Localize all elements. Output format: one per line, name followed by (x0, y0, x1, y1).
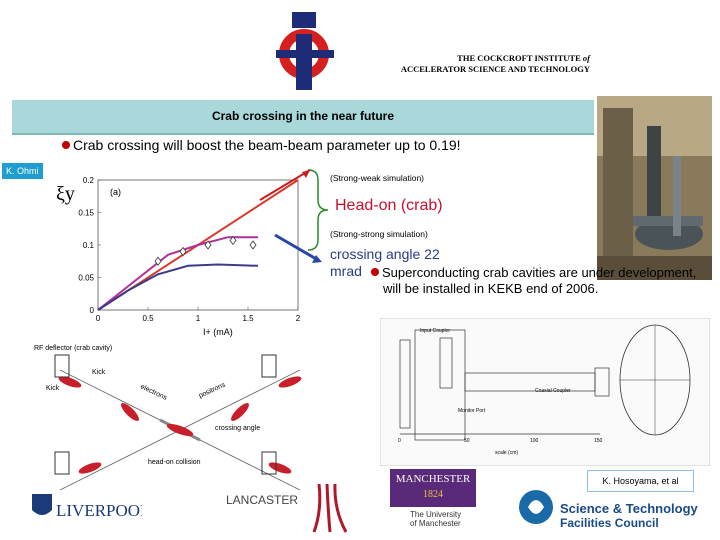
strong-strong-label: (Strong-strong simulation) (330, 229, 428, 239)
x-tick-label: 1 (196, 314, 201, 323)
lancaster-logo: LANCASTER (226, 483, 348, 533)
liverpool-text: LIVERPOOL (56, 501, 142, 520)
credit-box: K. Hosoyama, et al (587, 470, 694, 492)
strong-weak-label: (Strong-weak simulation) (330, 173, 425, 183)
manchester-year: 1824 (423, 489, 443, 500)
series-line-1 (97, 236, 258, 311)
stfc-logo-icon (519, 490, 553, 524)
headon-collision-label: head-on collision (148, 459, 201, 466)
x-tick-label: 0.5 (142, 314, 154, 323)
y-tick-label: 0.15 (78, 209, 94, 218)
x-axis-label: I+ (mA) (203, 327, 233, 337)
monitor-port-label: Monitor Port (458, 408, 486, 414)
electrons-label: electrons (139, 383, 168, 402)
bullet-boost: Crab crossing will boost the beam-beam p… (62, 137, 461, 153)
crab-crossing-diagram: RF deflector (crab cavity) Kick Kick ele… (34, 345, 302, 491)
bullet-superconducting: Superconducting crab cavities are under … (371, 265, 708, 297)
slide-title-bar: Crab crossing in the near future (12, 100, 594, 135)
kick-label-1: Kick (92, 369, 106, 376)
y-tick-label: 0.2 (83, 176, 95, 185)
data-marker (179, 246, 187, 257)
brace-bracket (307, 169, 329, 251)
scale-unit: scale (cm) (495, 450, 518, 456)
scale-tick-100: 100 (530, 438, 539, 444)
scale-tick-50: 50 (464, 438, 470, 444)
manchester-logo: MANCHESTER 1824 (390, 469, 476, 507)
data-marker (204, 240, 212, 250)
x-tick-label: 2 (296, 314, 301, 323)
panel-label: (a) (110, 187, 121, 197)
stfc-text: Science & Technology Facilities Council (560, 501, 698, 531)
series-line-2 (97, 263, 259, 311)
x-tick-label: 1.5 (242, 314, 254, 323)
bullet-icon (62, 141, 70, 149)
manchester-text: MANCHESTER (395, 473, 471, 485)
input-coupler-label: Input Coupler (420, 328, 450, 334)
crossing-angle-diagram-label: crossing angle (215, 425, 260, 432)
cryomodule-photo (597, 96, 712, 280)
stfc-line1: Science & Technology (560, 501, 698, 516)
y-tick-label: 0 (90, 306, 95, 315)
positrons-label: positrons (198, 381, 227, 400)
y-tick-label: 0.1 (83, 241, 95, 250)
kick-label-2: Kick (46, 385, 60, 392)
rf-deflector-label: RF deflector (crab cavity) (34, 345, 112, 352)
beam-beam-plot: ξy (a) I+ (mA) 0 0.5 1 1.5 2 0 0.05 0.1 0.15 0.2 (56, 176, 301, 337)
y-tick-label: 0.05 (78, 274, 94, 283)
lancaster-text: LANCASTER (226, 493, 298, 507)
cockcroft-logo (268, 6, 342, 94)
institute-name: THE COCKCROFT INSTITUTE of ACCELERATOR S… (400, 53, 590, 74)
headon-label: Head-on (crab) (335, 197, 443, 214)
y-axis-label: ξy (56, 183, 75, 205)
pointer-arrows (259, 169, 322, 263)
x-tick-label: 0 (96, 314, 101, 323)
bullet-icon (371, 268, 379, 276)
manchester-subtext: The University of Manchester (410, 510, 462, 528)
data-marker (154, 256, 162, 266)
slide-title: Crab crossing in the near future (211, 109, 395, 123)
author-tag: K. Ohmi (2, 163, 43, 179)
scale-tick-150: 150 (594, 438, 603, 444)
data-marker (229, 235, 237, 246)
cavity-engineering-drawing: Input Coupler Coaxial Coupler Monitor Po… (380, 318, 710, 466)
crossing-angle-label: crossing angle 22 mrad (330, 246, 440, 279)
stfc-line2: Facilities Council (560, 516, 659, 530)
scale-tick-0: 0 (398, 438, 401, 444)
data-marker (249, 240, 257, 250)
liverpool-logo: LIVERPOOL (32, 494, 142, 520)
